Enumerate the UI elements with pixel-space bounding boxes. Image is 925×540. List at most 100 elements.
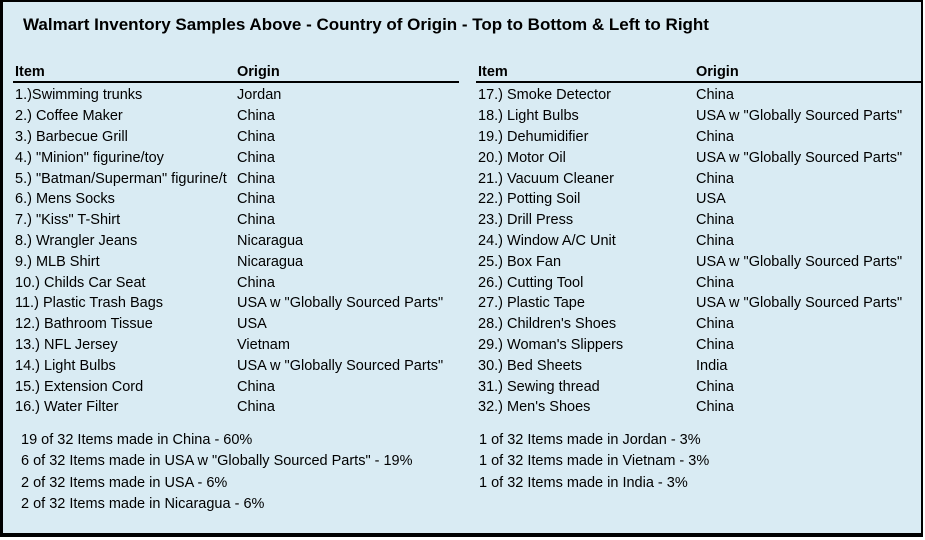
summary-block-right: 1 of 32 Items made in Jordan - 3% 1 of 3… (479, 430, 709, 494)
table-row: 32.) Men's Shoes China (476, 397, 921, 418)
item-cell: 9.) MLB Shirt (15, 253, 100, 270)
table-row: 1.)Swimming trunks Jordan (13, 85, 459, 106)
origin-cell: Nicaragua (237, 253, 304, 270)
item-cell: 14.) Light Bulbs (15, 357, 116, 374)
item-cell: 12.) Bathroom Tissue (15, 316, 153, 333)
origin-cell: USA w "Globally Sourced Parts" (696, 253, 903, 270)
origin-cell: China (237, 170, 275, 187)
summary-line: 1 of 32 Items made in Jordan - 3% (479, 432, 701, 448)
summary-line: 1 of 32 Items made in India - 3% (479, 474, 688, 491)
table-row: 11.) Plastic Trash Bags USA w "Globally S… (13, 293, 459, 314)
table-row: 14.) Light Bulbs USA w "Globally Sourced … (13, 355, 459, 376)
item-cell: 22.) Potting Soil (478, 191, 581, 208)
origin-cell: China (696, 212, 734, 229)
table-row: 20.) Motor Oil USA w "Globally Sourced Pa… (476, 147, 921, 168)
origin-cell: China (696, 399, 734, 416)
item-cell: 31.) Sewing thread (478, 378, 600, 395)
origin-cell: USA (237, 316, 267, 333)
item-cell: 7.) "Kiss" T-Shirt (15, 212, 121, 229)
item-cell: 15.) Extension Cord (15, 378, 144, 395)
item-cell: 4.) "Minion" figurine/toy (15, 149, 164, 166)
item-cell: 1.)Swimming trunks (15, 87, 143, 104)
item-cell: 24.) Window A/C Unit (478, 232, 616, 249)
item-cell: 29.) Woman's Slippers (478, 336, 624, 353)
origin-cell: China (696, 232, 734, 249)
origin-cell: USA w "Globally Sourced Parts" (237, 295, 444, 312)
table-row: 19.) Dehumidifier China (476, 127, 921, 148)
table-row: 26.) Cutting Tool China (476, 272, 921, 293)
item-cell: 26.) Cutting Tool (478, 274, 584, 291)
table-row: 3.) Barbecue Grill China (13, 127, 459, 148)
origin-cell: China (237, 212, 275, 229)
origin-cell: India (696, 357, 728, 374)
table-header-row: Item Origin (13, 62, 459, 83)
summary-line: 2 of 32 Items made in Nicaragua - 6% (21, 496, 265, 513)
origin-cell: China (237, 149, 275, 166)
item-cell: 23.) Drill Press (478, 212, 574, 229)
column-header-origin: Origin (696, 63, 739, 80)
summary-line: 2 of 32 Items made in USA - 6% (21, 474, 228, 491)
item-cell: 25.) Box Fan (478, 253, 562, 270)
table-row: 4.) "Minion" figurine/toy China (13, 147, 459, 168)
origin-cell: Nicaragua (237, 232, 304, 249)
table-body: 1.)Swimming trunks Jordan 2.) Coffee Make… (13, 83, 459, 418)
item-cell: 21.) Vacuum Cleaner (478, 170, 614, 187)
origin-cell: China (696, 274, 734, 291)
table-row: 17.) Smoke Detector China (476, 85, 921, 106)
table-row: 9.) MLB Shirt Nicaragua (13, 251, 459, 272)
column-header-item: Item (478, 63, 508, 80)
table-row: 5.) "Batman/Superman" figurine/t China (13, 168, 459, 189)
table-row: 31.) Sewing thread China (476, 376, 921, 397)
inventory-table-right: Item Origin 17.) Smoke Detector China 18.… (476, 62, 921, 418)
summary-line: 1 of 32 Items made in Vietnam - 3% (479, 453, 710, 470)
summary-line: 6 of 32 Items made in USA w "Globally So… (21, 453, 413, 470)
item-cell: 2.) Coffee Maker (15, 108, 123, 125)
table-row: 16.) Water Filter China (13, 397, 459, 418)
item-cell: 17.) Smoke Detector (478, 87, 611, 104)
table-row: 22.) Potting Soil USA (476, 189, 921, 210)
origin-cell: USA w "Globally Sourced Parts" (237, 357, 444, 374)
table-row: 24.) Window A/C Unit China (476, 231, 921, 252)
summary-line: 19 of 32 Items made in China - 60% (21, 432, 253, 448)
table-row: 27.) Plastic Tape USA w "Globally Sourced… (476, 293, 921, 314)
origin-cell: China (696, 336, 734, 353)
origin-cell: China (696, 87, 734, 104)
item-cell: 32.) Men's Shoes (478, 399, 591, 416)
origin-cell: Jordan (237, 87, 282, 104)
page-title: Walmart Inventory Samples Above - Countr… (23, 15, 709, 34)
item-cell: 5.) "Batman/Superman" figurine/t (15, 170, 227, 187)
item-cell: 10.) Childs Car Seat (15, 274, 146, 291)
table-row: 8.) Wrangler Jeans Nicaragua (13, 231, 459, 252)
table-row: 15.) Extension Cord China (13, 376, 459, 397)
item-cell: 8.) Wrangler Jeans (15, 232, 138, 249)
item-cell: 11.) Plastic Trash Bags (15, 295, 164, 312)
origin-cell: China (237, 378, 275, 395)
item-cell: 19.) Dehumidifier (478, 128, 589, 145)
item-cell: 30.) Bed Sheets (478, 357, 582, 374)
origin-cell: USA w "Globally Sourced Parts" (696, 295, 903, 312)
table-row: 18.) Light Bulbs USA w "Globally Sourced … (476, 106, 921, 127)
item-cell: 16.) Water Filter (15, 399, 119, 416)
origin-cell: China (237, 399, 275, 416)
table-row: 28.) Children's Shoes China (476, 314, 921, 335)
table-row: 2.) Coffee Maker China (13, 106, 459, 127)
item-cell: 27.) Plastic Tape (478, 295, 585, 312)
origin-cell: USA (696, 191, 726, 208)
origin-cell: China (237, 128, 275, 145)
table-row: 29.) Woman's Slippers China (476, 335, 921, 356)
origin-cell: China (237, 274, 275, 291)
table-row: 12.) Bathroom Tissue USA (13, 314, 459, 335)
origin-cell: China (696, 378, 734, 395)
table-body: 17.) Smoke Detector China 18.) Light Bulb… (476, 83, 921, 418)
item-cell: 28.) Children's Shoes (478, 316, 617, 333)
origin-cell: China (696, 170, 734, 187)
table-row: 21.) Vacuum Cleaner China (476, 168, 921, 189)
origin-cell: China (696, 316, 734, 333)
origin-cell: China (237, 108, 275, 125)
inventory-table-left: Item Origin 1.)Swimming trunks Jordan 2.)… (13, 62, 459, 418)
origin-cell: China (696, 128, 734, 145)
item-cell: 3.) Barbecue Grill (15, 128, 128, 145)
table-header-row: Item Origin (476, 62, 921, 83)
origin-cell: USA w "Globally Sourced Parts" (696, 149, 903, 166)
